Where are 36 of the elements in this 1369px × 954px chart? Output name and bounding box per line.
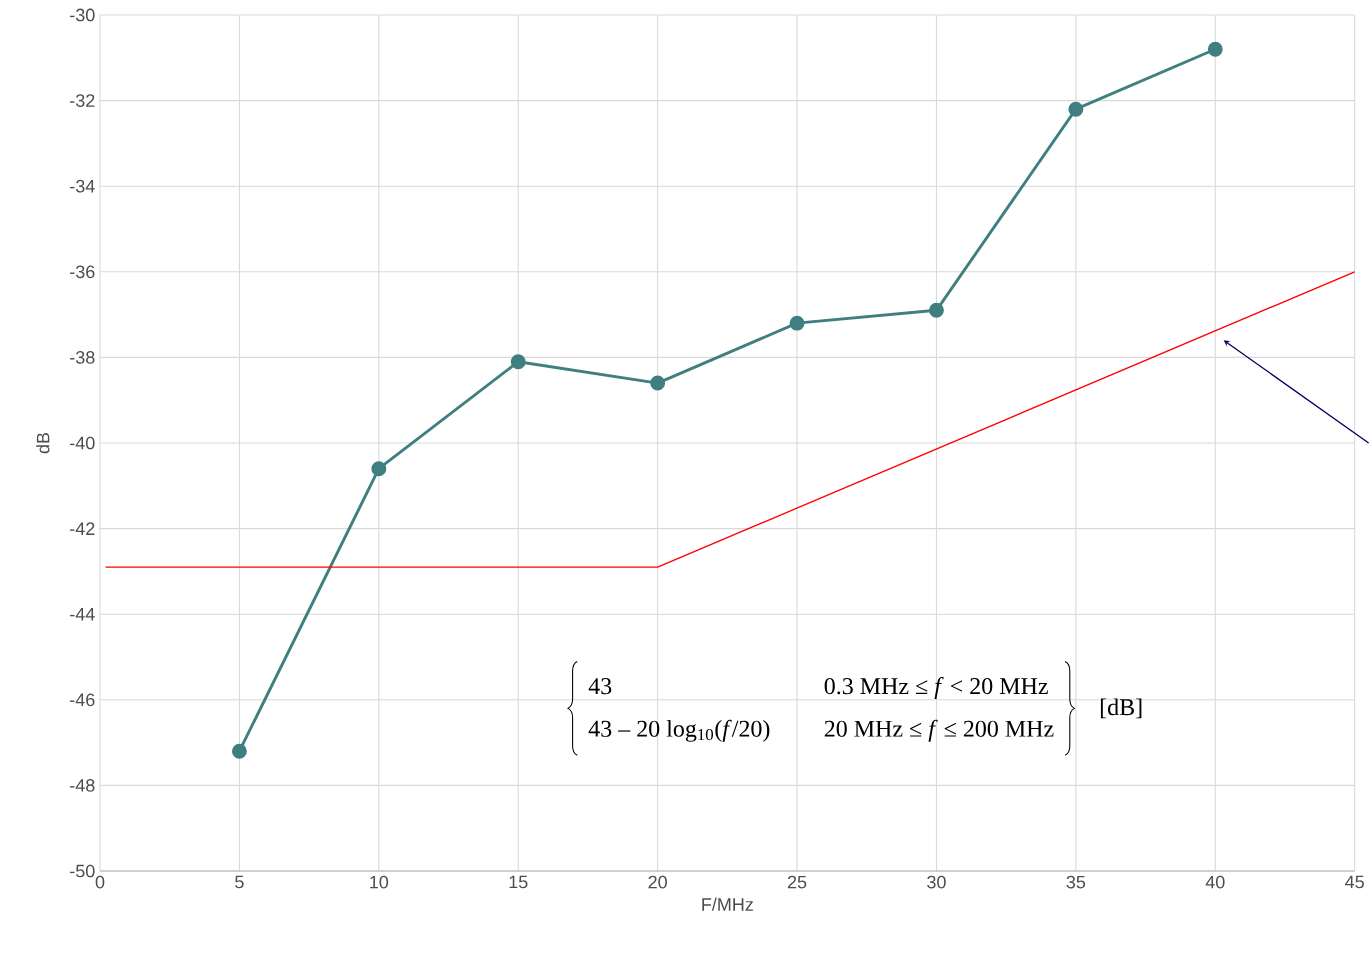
point bbox=[1068, 101, 1084, 117]
y-tick-label: -48 bbox=[70, 779, 95, 792]
point bbox=[231, 743, 247, 759]
point bbox=[510, 354, 526, 370]
annotation: 43 – 20 log$_{10}$(f/20) bbox=[588, 719, 770, 742]
y-tick-label: -32 bbox=[70, 94, 95, 107]
point bbox=[928, 302, 944, 318]
y-tick-label: -30 bbox=[70, 8, 95, 22]
x-tick-label: 10 bbox=[370, 875, 389, 889]
x-tick-label: 20 bbox=[648, 875, 667, 889]
y-tick-label: -40 bbox=[70, 436, 95, 450]
x-tick-label: 35 bbox=[1066, 875, 1086, 889]
y-tick-label: -46 bbox=[70, 693, 95, 707]
y-tick-label: -38 bbox=[70, 351, 95, 364]
annotation: 20 MHz ≤ f ≤ 200 MHz bbox=[824, 719, 1054, 742]
point bbox=[789, 315, 805, 331]
point bbox=[371, 461, 387, 477]
x-axis-title: F/MHz bbox=[702, 897, 753, 911]
annotation: [dB] bbox=[1100, 698, 1142, 719]
x-tick-label: 30 bbox=[927, 875, 946, 889]
y-tick-label: -36 bbox=[70, 265, 95, 279]
annotation: 43 bbox=[588, 678, 612, 695]
y-tick-label: -50 bbox=[70, 864, 95, 878]
point bbox=[1207, 41, 1223, 57]
annotation: 0.3 MHz ≤ f < 20 MHz bbox=[824, 677, 1048, 700]
x-tick-label: 15 bbox=[509, 875, 528, 889]
point bbox=[650, 375, 666, 391]
y-axis-title: dB bbox=[36, 432, 50, 454]
y-tick-label: -34 bbox=[70, 179, 95, 193]
x-tick-label: 0 bbox=[95, 875, 105, 889]
x-tick-label: 25 bbox=[787, 875, 807, 889]
x-tick-label: 45 bbox=[1345, 875, 1364, 889]
x-tick-label: 5 bbox=[235, 875, 244, 889]
x-tick-label: 40 bbox=[1205, 875, 1225, 889]
y-tick-label: -44 bbox=[70, 608, 95, 621]
y-tick-label: -42 bbox=[70, 522, 95, 535]
